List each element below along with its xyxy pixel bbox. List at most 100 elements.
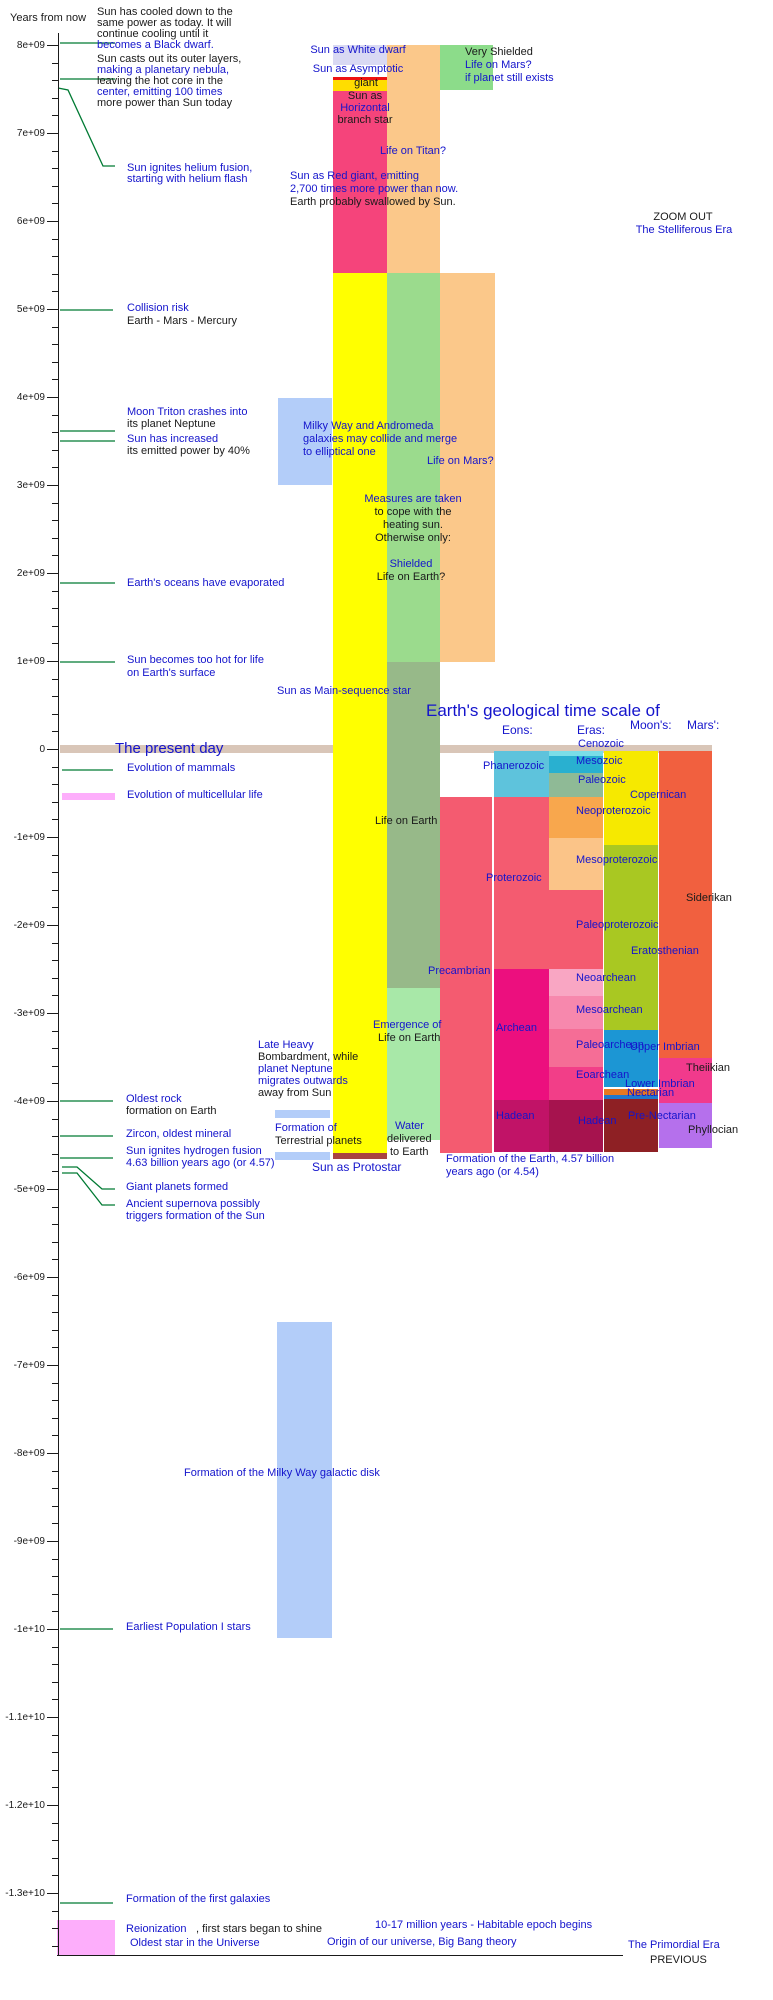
triton-line1[interactable]: Moon Triton crashes into bbox=[127, 406, 248, 418]
horizontal-line2[interactable]: Horizontal bbox=[340, 102, 390, 114]
hadean-era-label[interactable]: Hadean bbox=[578, 1115, 617, 1127]
sun-cooled-line1: Sun has cooled down to the bbox=[97, 6, 233, 18]
axis-minor-tick bbox=[52, 1382, 58, 1384]
origin-universe-label[interactable]: Origin of our universe, Big Bang theory bbox=[327, 1936, 517, 1948]
population-one-label[interactable]: Earliest Population I stars bbox=[126, 1621, 251, 1633]
zoom-out-link[interactable]: ZOOM OUT bbox=[653, 211, 713, 223]
mesozoic-label[interactable]: Mesozoic bbox=[576, 755, 623, 767]
oldest-star-label[interactable]: Oldest star in the Universe bbox=[130, 1937, 260, 1949]
primordial-era-link[interactable]: The Primordial Era bbox=[628, 1939, 720, 1951]
life-on-titan-label[interactable]: Life on Titan? bbox=[379, 145, 447, 157]
too-hot-line1[interactable]: Sun becomes too hot for life bbox=[127, 654, 264, 666]
emergence-line1[interactable]: Emergence of bbox=[373, 1019, 442, 1031]
andromeda-line1[interactable]: Milky Way and Andromeda bbox=[303, 420, 434, 432]
lhb-line1[interactable]: Late Heavy bbox=[258, 1039, 314, 1051]
axis-tick-label: -1.1e+10 bbox=[5, 1712, 45, 1723]
red-giant-line2[interactable]: 2,700 times more power than now. bbox=[290, 183, 459, 195]
protostar-label[interactable]: Sun as Protostar bbox=[312, 1160, 402, 1174]
paleoarchean-label[interactable]: Paleoarchean bbox=[576, 1039, 644, 1051]
hydrogen-fusion-line2[interactable]: 4.63 billion years ago (or 4.57) bbox=[126, 1157, 275, 1169]
eoarchean-label[interactable]: Eoarchean bbox=[576, 1069, 630, 1081]
precambrian-label[interactable]: Precambrian bbox=[428, 965, 491, 977]
shielded-mars-orange-col bbox=[440, 273, 495, 662]
nectarian-label[interactable]: Nectarian bbox=[627, 1087, 675, 1099]
paleozoic-label[interactable]: Paleozoic bbox=[578, 774, 626, 786]
eras-header[interactable]: Eras: bbox=[577, 723, 606, 737]
life-on-mars-green-col bbox=[387, 273, 440, 662]
paleoproterozoic-label[interactable]: Paleoproterozoic bbox=[576, 919, 659, 931]
moons-header[interactable]: Moon's: bbox=[630, 718, 672, 732]
water-line1[interactable]: Water bbox=[395, 1120, 424, 1132]
phanerozoic-label[interactable]: Phanerozoic bbox=[483, 760, 545, 772]
mars-header[interactable]: Mars': bbox=[687, 718, 720, 732]
milky-way-disk-label[interactable]: Formation of the Milky Way galactic disk bbox=[184, 1467, 380, 1479]
axis-major-tick bbox=[47, 1717, 58, 1718]
lhb-line3[interactable]: planet Neptune bbox=[258, 1063, 333, 1075]
main-sequence-label[interactable]: Sun as Main-sequence star bbox=[277, 685, 411, 697]
helium-flash-line1[interactable]: Sun ignites helium fusion, bbox=[127, 162, 253, 174]
reionization-word[interactable]: Reionization bbox=[126, 1923, 187, 1935]
previous-link[interactable]: PREVIOUS bbox=[650, 1954, 707, 1966]
axis-minor-tick bbox=[52, 1611, 58, 1613]
supernova-line2[interactable]: triggers formation of the Sun bbox=[126, 1210, 265, 1222]
asymptotic-giant-box bbox=[333, 80, 387, 91]
archean-label[interactable]: Archean bbox=[496, 1022, 537, 1034]
hydrogen-fusion-line1[interactable]: Sun ignites hydrogen fusion bbox=[126, 1145, 262, 1157]
lower-imbrian-label[interactable]: Lower Imbrian bbox=[625, 1078, 695, 1090]
axis-minor-tick bbox=[52, 238, 58, 240]
multicellular-label[interactable]: Evolution of multicellular life bbox=[127, 789, 263, 801]
geo-title[interactable]: Earth's geological time scale of bbox=[426, 701, 660, 720]
eons-header[interactable]: Eons: bbox=[502, 723, 533, 737]
giant-planets-label[interactable]: Giant planets formed bbox=[126, 1181, 229, 1193]
copernican-label[interactable]: Copernican bbox=[630, 789, 687, 801]
sun-cooled-line4[interactable]: becomes a Black dwarf. bbox=[97, 39, 214, 51]
form-earth-line2[interactable]: years ago (or 4.54) bbox=[446, 1166, 539, 1178]
helium-flash-line2[interactable]: starting with helium flash bbox=[127, 173, 248, 185]
mesoarchean-label[interactable]: Mesoarchean bbox=[576, 1004, 643, 1016]
nebula-line4[interactable]: center, emitting 100 times bbox=[97, 86, 223, 98]
nebula-line2[interactable]: making a planetary nebula, bbox=[97, 64, 230, 76]
neoarchean-label[interactable]: Neoarchean bbox=[576, 972, 636, 984]
mammals-label[interactable]: Evolution of mammals bbox=[127, 762, 236, 774]
habitable-epoch-label[interactable]: 10-17 million years - Habitable epoch be… bbox=[375, 1919, 593, 1931]
mesoproterozoic-label[interactable]: Mesoproterozoic bbox=[576, 854, 658, 866]
andromeda-line3[interactable]: to elliptical one bbox=[303, 446, 376, 458]
white-dwarf-label[interactable]: Sun as White dwarf bbox=[310, 44, 406, 56]
lhb-line4[interactable]: migrates outwards bbox=[258, 1075, 348, 1087]
life-on-mars-mid-label[interactable]: Life on Mars? bbox=[427, 455, 494, 467]
nectarian-box bbox=[604, 1095, 658, 1099]
red-giant-line1[interactable]: Sun as Red giant, emitting bbox=[290, 170, 420, 182]
sun-cooled-line2: same power as today. It will bbox=[97, 17, 232, 29]
asymptotic-label[interactable]: Sun as Asymptotic bbox=[312, 63, 404, 75]
measures-line1[interactable]: Measures are taken bbox=[364, 493, 462, 505]
axis-minor-tick bbox=[52, 80, 58, 82]
very-shielded-line2[interactable]: Life on Mars? bbox=[465, 59, 532, 71]
axis-minor-tick bbox=[52, 854, 58, 856]
axis-tick-label: -1.3e+10 bbox=[5, 1888, 45, 1899]
upper-imbrian-label[interactable]: Upper Imbrian bbox=[630, 1041, 700, 1053]
form-terrestrial-line1[interactable]: Formation of bbox=[275, 1122, 337, 1134]
cenozoic-label[interactable]: Cenozoic bbox=[578, 738, 624, 750]
oldest-rock-line2: formation on Earth bbox=[126, 1105, 217, 1117]
collision-risk-line1[interactable]: Collision risk bbox=[127, 302, 189, 314]
hadean-eon-label[interactable]: Hadean bbox=[496, 1110, 535, 1122]
oceans-evaporated[interactable]: Earth's oceans have evaporated bbox=[127, 577, 285, 589]
oldest-rock-line1[interactable]: Oldest rock bbox=[126, 1093, 182, 1105]
very-shielded-line3[interactable]: if planet still exists bbox=[465, 72, 554, 84]
first-galaxies-label[interactable]: Formation of the first galaxies bbox=[126, 1893, 271, 1905]
eratosthenian-label[interactable]: Eratosthenian bbox=[631, 945, 699, 957]
too-hot-line2[interactable]: on Earth's surface bbox=[127, 667, 216, 679]
shielded-line1[interactable]: Shielded bbox=[389, 558, 433, 570]
form-earth-line1[interactable]: Formation of the Earth, 4.57 billion bbox=[446, 1153, 615, 1165]
axis-minor-tick bbox=[52, 1593, 58, 1595]
zircon-label[interactable]: Zircon, oldest mineral bbox=[126, 1128, 232, 1140]
present-day-label[interactable]: The present day bbox=[115, 740, 224, 757]
neoproterozoic-label[interactable]: Neoproterozoic bbox=[576, 805, 651, 817]
stelliferous-era-link[interactable]: The Stelliferous Era bbox=[635, 224, 733, 236]
supernova-line1[interactable]: Ancient supernova possibly bbox=[126, 1198, 260, 1210]
sun-increased-line1[interactable]: Sun has increased bbox=[127, 433, 219, 445]
pre-nectarian-label[interactable]: Pre-Nectarian bbox=[628, 1110, 696, 1122]
axis-minor-tick bbox=[52, 942, 58, 944]
proterozoic-label[interactable]: Proterozoic bbox=[486, 872, 542, 884]
andromeda-line2[interactable]: galaxies may collide and merge bbox=[303, 433, 458, 445]
